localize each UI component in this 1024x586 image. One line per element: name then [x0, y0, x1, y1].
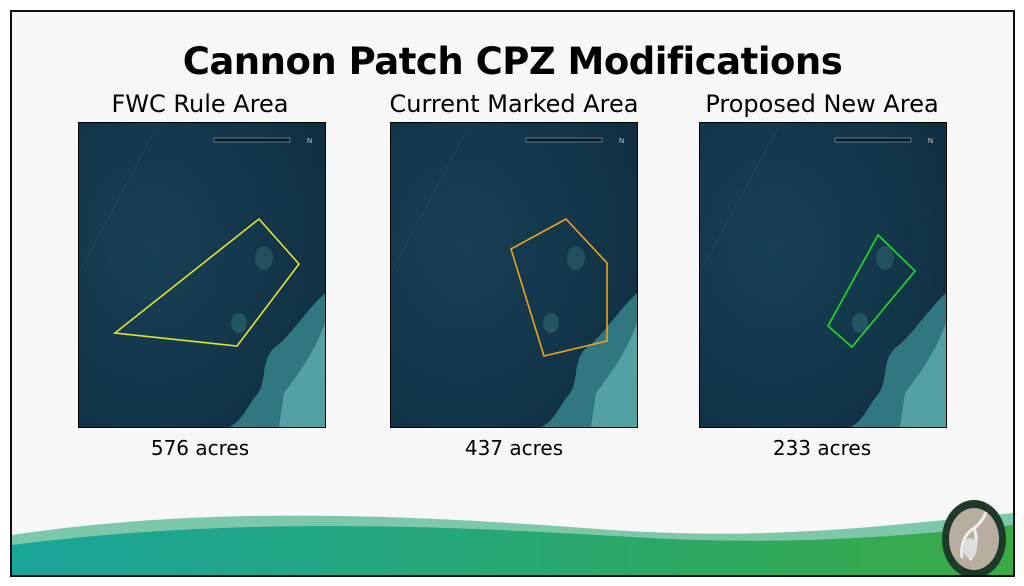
decorative-wave	[12, 513, 1013, 575]
scale-bar	[525, 137, 603, 143]
cpz-boundary	[510, 218, 608, 357]
scale-bar	[213, 137, 291, 143]
caption-fwc-rule: 576 acres	[150, 436, 250, 460]
panel-heading-current: Current Marked Area	[389, 90, 639, 118]
map-fwc-rule-area: N	[78, 122, 326, 428]
panel-heading-proposed: Proposed New Area	[705, 90, 939, 118]
fwc-logo	[942, 500, 1006, 575]
slide: Cannon Patch CPZ Modifications FWC Rule …	[10, 10, 1015, 577]
svg-text:N: N	[619, 138, 624, 145]
map-proposed-new-area: N	[699, 122, 947, 428]
caption-current: 437 acres	[464, 436, 564, 460]
panel-heading-fwc-rule: FWC Rule Area	[111, 90, 289, 118]
cpz-boundary	[826, 233, 917, 349]
svg-text:N: N	[307, 138, 312, 145]
caption-proposed: 233 acres	[772, 436, 872, 460]
svg-text:N: N	[928, 138, 933, 145]
map-current-marked-area: N	[390, 122, 638, 428]
slide-title: Cannon Patch CPZ Modifications	[182, 40, 843, 83]
scale-bar	[834, 137, 912, 143]
cpz-boundary	[112, 217, 301, 347]
